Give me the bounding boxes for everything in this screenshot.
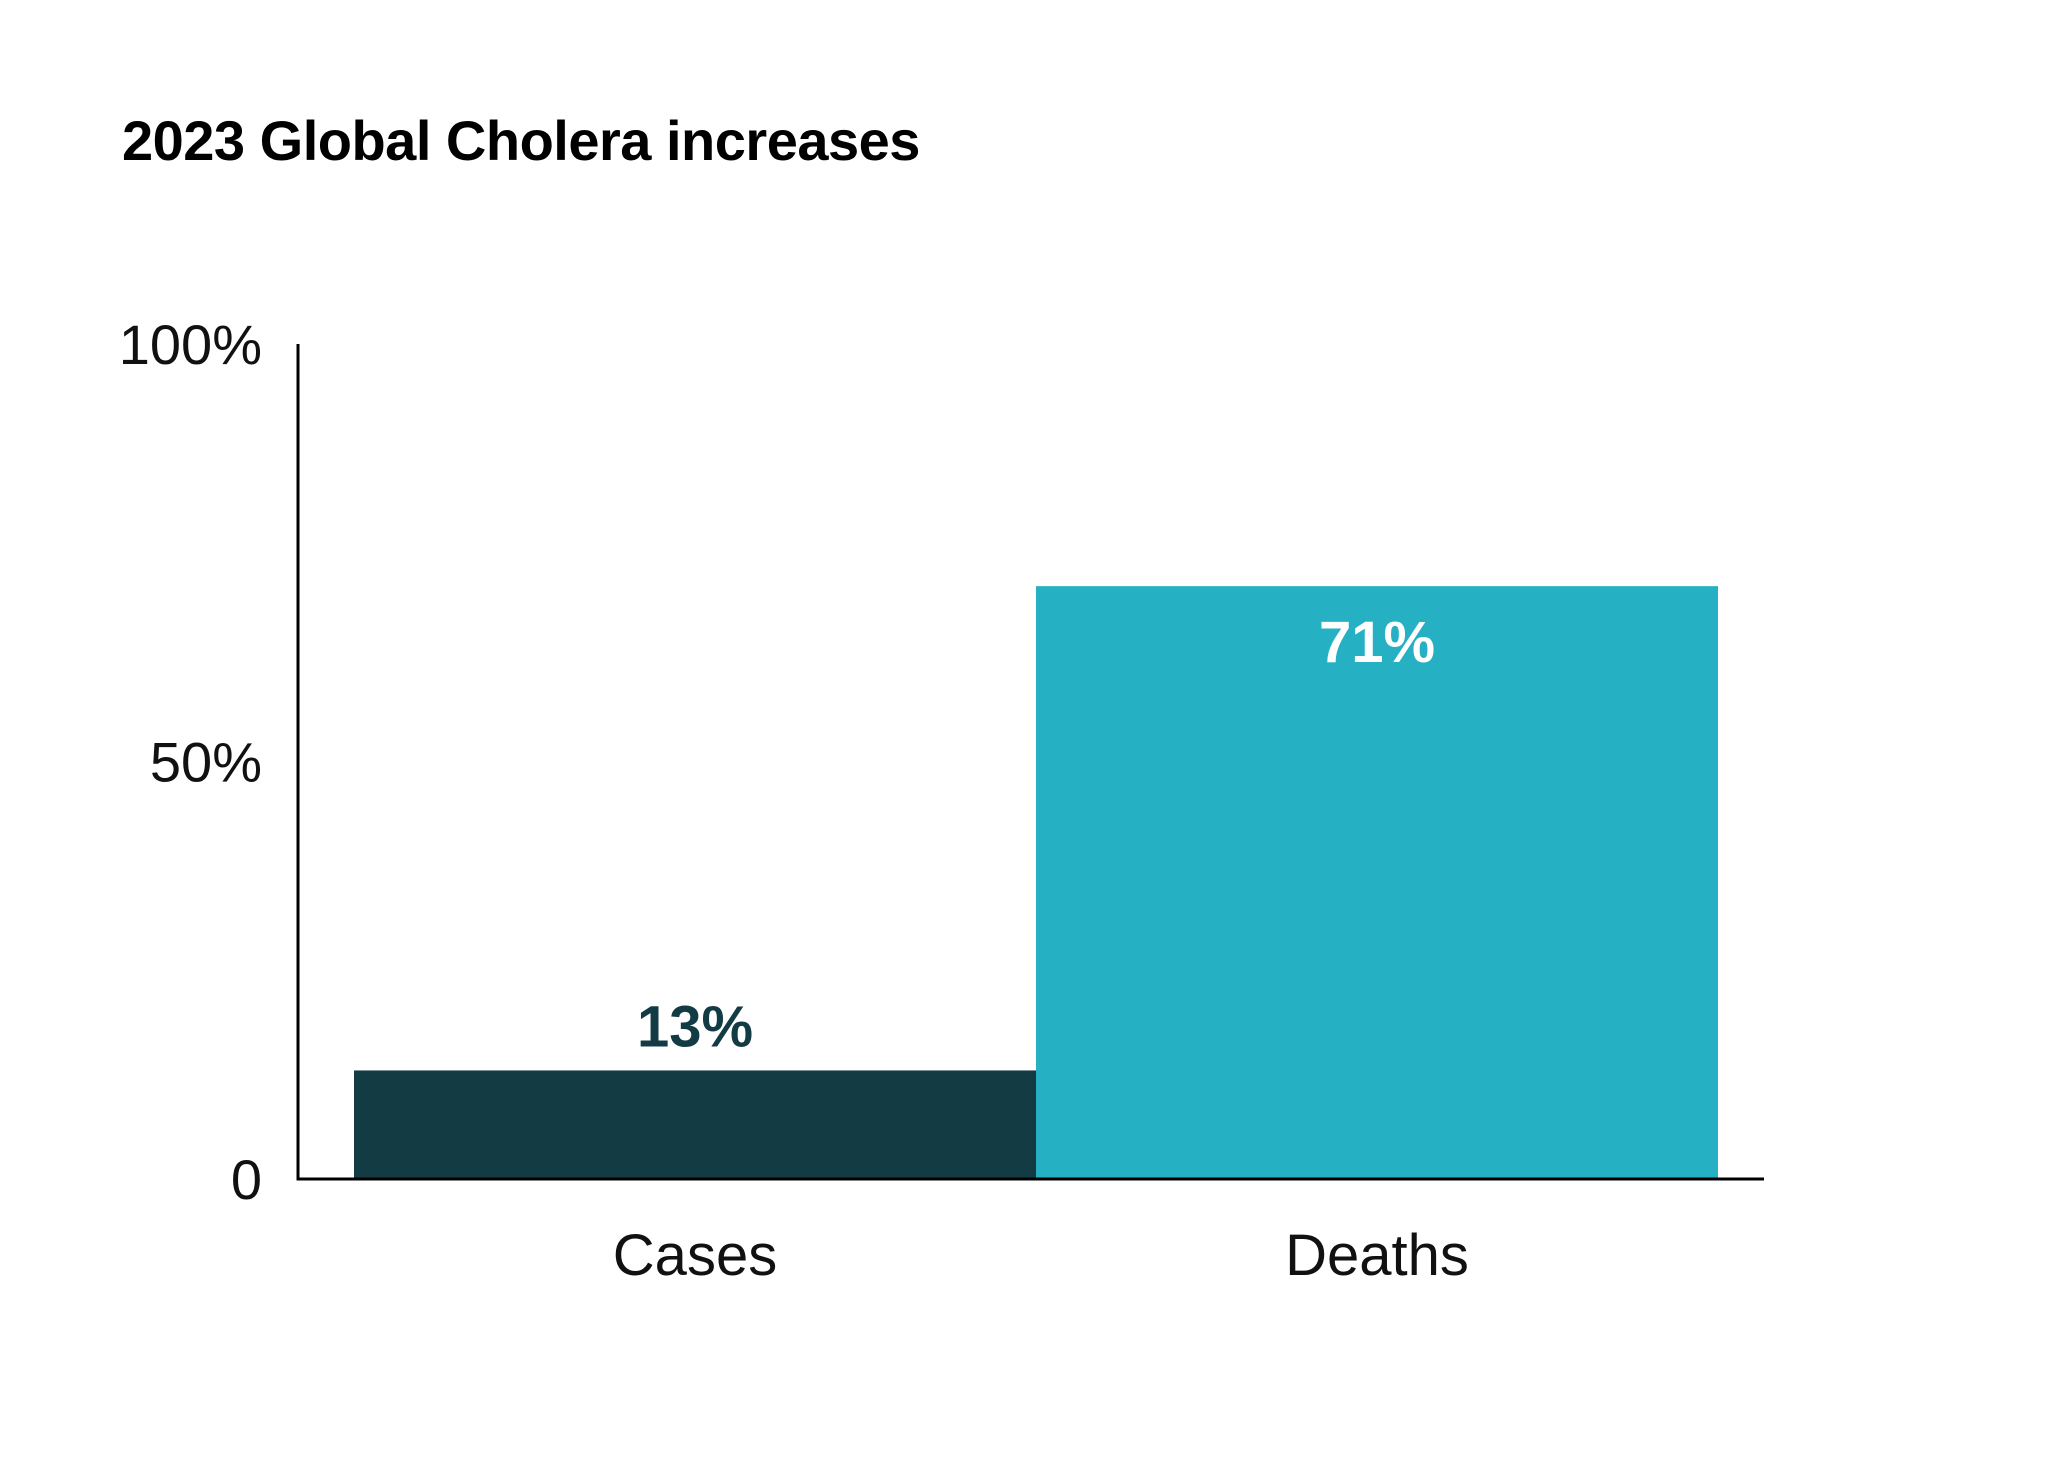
y-axis-ticks: 0 50% 100% <box>119 313 262 1211</box>
y-tick-label: 50% <box>150 731 262 794</box>
y-tick-label: 0 <box>231 1148 262 1211</box>
value-label-cases: 13% <box>637 994 753 1059</box>
value-label-deaths: 71% <box>1319 610 1435 675</box>
bar-cases <box>354 1070 1036 1179</box>
y-tick-label: 100% <box>119 313 262 376</box>
labels-layer: 13% 71% <box>637 610 1435 1059</box>
x-axis-labels: Cases Deaths <box>613 1223 1469 1288</box>
x-tick-label-deaths: Deaths <box>1285 1223 1469 1288</box>
x-tick-label-cases: Cases <box>613 1223 777 1288</box>
bar-deaths <box>1036 586 1718 1179</box>
chart-title: 2023 Global Cholera increases <box>122 109 920 172</box>
bars-layer <box>354 586 1718 1179</box>
